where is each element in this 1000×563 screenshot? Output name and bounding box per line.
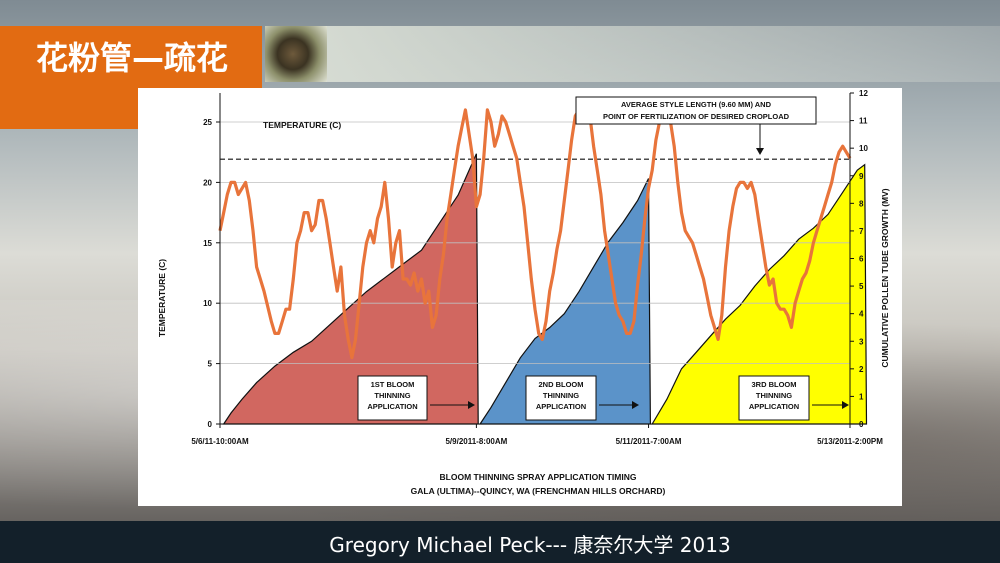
area-series-group [222, 153, 868, 425]
annotation-2-line2: THINNING [543, 391, 579, 400]
style-length-box [575, 96, 817, 125]
xtick-label-2: 5/11/2011-7:00AM [616, 437, 682, 446]
y2tick-label-10: 10 [859, 144, 868, 153]
y2tick-label-2: 2 [859, 365, 864, 374]
y2tick-label-6: 6 [859, 255, 864, 264]
xtick-label-0: 5/6/11-10:00AM [191, 437, 249, 446]
xtick-label-1: 5/9/2011-8:00AM [445, 437, 507, 446]
y2tick-label-11: 11 [859, 117, 868, 126]
temperature-line [218, 108, 852, 360]
pollen-area-1 [222, 153, 479, 425]
style-length-label-1: AVERAGE STYLE LENGTH (9.60 MM) AND [621, 100, 772, 109]
y2tick-label-0: 0 [859, 420, 864, 429]
y2tick-label-1: 1 [859, 392, 864, 401]
y2tick-label-5: 5 [859, 282, 864, 291]
flower-image [265, 26, 327, 82]
y2-axis-label: CUMULATIVE POLLEN TUBE GROWTH (MV) [880, 188, 890, 367]
tick-labels: 051015202501234567891011125/6/11-10:00AM… [191, 89, 883, 446]
chart-title: BLOOM THINNING SPRAY APPLICATION TIMING [440, 472, 637, 482]
pollen-tube-chart: 051015202501234567891011125/6/11-10:00AM… [157, 89, 890, 496]
ytick-label-0: 0 [208, 420, 213, 429]
chart-subtitle: GALA (ULTIMA)--QUINCY, WA (FRENCHMAN HIL… [411, 486, 666, 496]
annotation-2-line1: 2ND BLOOM [539, 380, 584, 389]
y2tick-label-3: 3 [859, 337, 864, 346]
style-length-arrowhead [756, 148, 764, 155]
ytick-label-4: 20 [203, 178, 212, 187]
annotation-3-line1: 3RD BLOOM [752, 380, 797, 389]
annotation-2-line3: APPLICATION [536, 402, 586, 411]
y-axis-label: TEMPERATURE (C) [157, 259, 167, 337]
annotation-2: 2ND BLOOM THINNING APPLICATION [525, 375, 639, 421]
footer-bar: Gregory Michael Peck--- 康奈尔大学 2013 [0, 521, 1000, 563]
ytick-label-5: 25 [203, 118, 212, 127]
pollen-area-3 [651, 163, 868, 425]
pollen-area-2 [478, 178, 652, 425]
y2tick-label-9: 9 [859, 172, 864, 181]
footer-credit: Gregory Michael Peck--- 康奈尔大学 2013 [329, 533, 731, 557]
slide-title: 花粉管—疏花 [36, 39, 229, 77]
annotation-1: 1ST BLOOM THINNING APPLICATION [357, 375, 475, 421]
annotation-1-line3: APPLICATION [367, 402, 417, 411]
ytick-label-1: 5 [208, 360, 213, 369]
xtick-label-3: 5/13/2011-2:00PM [817, 437, 883, 446]
annotation-3-line2: THINNING [756, 391, 792, 400]
y2tick-label-8: 8 [859, 199, 864, 208]
legend-temperature: TEMPERATURE (C) [263, 120, 341, 130]
annotation-1-line1: 1ST BLOOM [371, 380, 415, 389]
ytick-label-2: 10 [203, 299, 212, 308]
ytick-label-3: 15 [203, 239, 212, 248]
annotation-3: 3RD BLOOM THINNING APPLICATION [738, 375, 849, 421]
y2tick-label-12: 12 [859, 89, 868, 98]
annotation-3-line3: APPLICATION [749, 402, 799, 411]
style-length-label-2: POINT OF FERTILIZATION OF DESIRED CROPLO… [603, 112, 790, 121]
header-band [327, 26, 1000, 82]
y2tick-label-4: 4 [859, 310, 864, 319]
chart-panel: 0 5 10 15 20 25 0 1 2 3 4 5 6 7 8 9 10 11 12 5/6/11-10:00AM… [138, 88, 902, 506]
annotation-1-line2: THINNING [374, 391, 410, 400]
y2tick-label-7: 7 [859, 227, 864, 236]
